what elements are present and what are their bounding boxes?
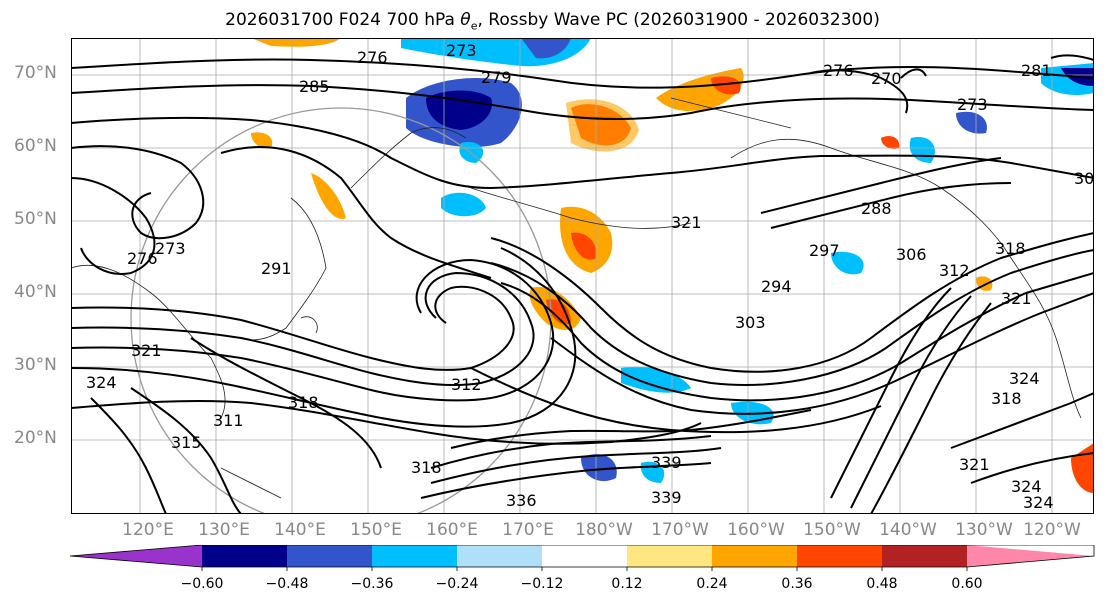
contour-label: 339: [651, 453, 682, 472]
colorbar-tick: 0.36: [781, 576, 813, 592]
colorbar-segment: [542, 545, 627, 567]
contour-label: 279: [481, 68, 512, 87]
contour-label: 318: [995, 239, 1026, 258]
title-suffix: , Rossby Wave PC (2026031900 - 202603230…: [477, 10, 880, 30]
lon-label: 160°E: [426, 520, 478, 540]
colorbar-segment: [797, 545, 882, 567]
map-frame: [71, 38, 1094, 514]
contour-label: 273: [446, 41, 477, 60]
lat-label: 60°N: [14, 136, 57, 156]
colorbar-segment: [202, 545, 287, 567]
contour-label: 270: [871, 69, 902, 88]
contour-label: 324: [86, 373, 117, 392]
colorbar-tick: −0.36: [350, 576, 394, 592]
contour-label: 318: [991, 389, 1022, 408]
contour-label: 273: [957, 95, 988, 114]
contour-label: 281: [1021, 61, 1052, 80]
coastlines: [71, 97, 1082, 499]
lon-label: 150°W: [803, 520, 861, 540]
weather-map: 276 273 279 285 276 270 281 273 288 294 …: [71, 38, 1094, 514]
colorbar-tick: 0.60: [951, 576, 983, 592]
contour-label: 312: [451, 375, 482, 394]
lon-label: 160°W: [727, 520, 785, 540]
contour-label: 321: [959, 455, 990, 474]
colorbar-tick: −0.24: [435, 576, 479, 592]
contour-label: 324: [1023, 493, 1054, 512]
lon-label: 150°E: [350, 520, 402, 540]
colorbar-tick: 0.48: [866, 576, 898, 592]
contour-label: 311: [213, 411, 244, 430]
colorbar-segment: [627, 545, 712, 567]
contour-label: 324: [1009, 369, 1040, 388]
map-title: 2026031700 F024 700 hPa θe, Rossby Wave …: [0, 10, 1105, 32]
contour-label: 303: [735, 313, 766, 332]
lon-label: 140°W: [879, 520, 937, 540]
contour-label: 312: [939, 261, 970, 280]
contour-label: 336: [506, 491, 537, 510]
lat-label: 40°N: [14, 282, 57, 302]
colorbar-tick: 0.12: [611, 576, 643, 592]
contour-label: 321: [671, 213, 702, 232]
lon-label: 120°W: [1023, 520, 1081, 540]
contour-label: 273: [155, 239, 186, 258]
colorbar: [70, 545, 1095, 571]
range-circle: [130, 107, 552, 514]
contour-label: 294: [761, 277, 792, 296]
contour-labels: 276 273 279 285 276 270 281 273 288 294 …: [86, 41, 1094, 512]
contour-label: 321: [131, 341, 162, 360]
lat-label: 20°N: [14, 428, 57, 448]
contour-label: 276: [127, 249, 158, 268]
lon-label: 140°E: [274, 520, 326, 540]
colorbar-segment: [712, 545, 797, 567]
colorbar-segment: [287, 545, 372, 567]
colorbar-tick: −0.48: [265, 576, 309, 592]
contour-label: 291: [261, 259, 292, 278]
colorbar-tick-marks: [201, 567, 968, 571]
lon-label: 130°E: [198, 520, 250, 540]
colorbar-segment: [882, 545, 967, 567]
contour-label: 339: [651, 488, 682, 507]
contour-label: 285: [299, 77, 330, 96]
colorbar-tick: −0.60: [180, 576, 224, 592]
lat-label: 30°N: [14, 355, 57, 375]
title-prefix: 2026031700 F024 700 hPa: [225, 10, 461, 30]
colorbar-tick: −0.12: [520, 576, 564, 592]
lon-label: 180°W: [575, 520, 633, 540]
title-theta: θ: [460, 10, 471, 30]
title-subscript: e: [470, 19, 478, 33]
colorbar-segment: [372, 545, 457, 567]
contour-label: 318: [411, 458, 442, 477]
colorbar-tick: 0.24: [696, 576, 728, 592]
lon-label: 170°W: [651, 520, 709, 540]
lat-label: 50°N: [14, 209, 57, 229]
contour-label: 315: [171, 433, 202, 452]
contour-label: 306: [896, 245, 927, 264]
contour-label: 276: [357, 48, 388, 67]
colorbar-segment: [967, 545, 1094, 567]
contour-label: 288: [861, 199, 892, 218]
lon-label: 130°W: [955, 520, 1013, 540]
contour-label: 318: [288, 393, 319, 412]
contour-label: 276: [823, 61, 854, 80]
lon-label: 170°E: [502, 520, 554, 540]
contour-label: 297: [809, 241, 840, 260]
contour-label: 321: [1001, 289, 1032, 308]
colorbar-segment: [70, 545, 202, 567]
theta-e-contours: [71, 54, 1094, 514]
contour-label: 30: [1074, 169, 1094, 188]
lon-label: 120°E: [122, 520, 174, 540]
lat-label: 70°N: [14, 63, 57, 83]
colorbar-segment: [457, 545, 542, 567]
contour-label: 324: [1011, 477, 1042, 496]
